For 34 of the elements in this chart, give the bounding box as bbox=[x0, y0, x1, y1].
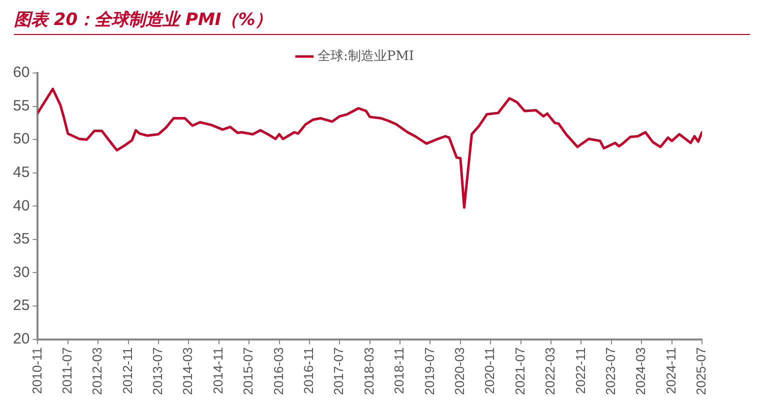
x-tick-label: 2018-03 bbox=[361, 347, 376, 396]
x-tick-label: 2024-03 bbox=[633, 347, 648, 396]
x-tick-label: 2017-07 bbox=[331, 347, 346, 396]
x-tick-label: 2025-07 bbox=[694, 347, 709, 396]
x-tick-label: 2018-11 bbox=[392, 347, 407, 394]
y-tick-label: 55 bbox=[12, 97, 30, 114]
x-tick-label: 2015-07 bbox=[240, 347, 256, 396]
y-tick-label: 35 bbox=[12, 230, 30, 248]
x-tick-label: 2019-07 bbox=[422, 347, 437, 396]
x-tick-label: 2021-07 bbox=[512, 347, 528, 396]
x-tick-label: 2011-07 bbox=[59, 347, 74, 394]
x-tick-label: 2013-07 bbox=[150, 347, 166, 396]
x-tick-label: 2014-03 bbox=[180, 347, 196, 396]
y-tick-label: 50 bbox=[12, 130, 30, 148]
x-tick-label: 2020-03 bbox=[452, 347, 468, 396]
x-tick-label: 2022-03 bbox=[542, 347, 558, 396]
y-tick-label: 30 bbox=[12, 264, 30, 281]
x-tick-label: 2023-07 bbox=[602, 347, 618, 396]
x-tick-label: 2024-11 bbox=[663, 347, 678, 394]
x-tick-label: 2016-11 bbox=[301, 347, 316, 394]
x-tick-label: 2014-11 bbox=[210, 347, 226, 394]
y-tick-label: 45 bbox=[12, 164, 30, 181]
y-tick-label: 25 bbox=[12, 297, 30, 314]
x-tick-label: 2016-03 bbox=[270, 347, 286, 396]
y-tick-label: 20 bbox=[12, 330, 30, 348]
x-tick-label: 2020-11 bbox=[482, 347, 498, 394]
x-tick-label: 2022-11 bbox=[572, 347, 588, 394]
x-tick-label: 2010-11 bbox=[29, 347, 44, 394]
chart-title: 图表 20：全球制造业 PMI（%） bbox=[14, 6, 750, 35]
x-tick-label: 2012-11 bbox=[120, 347, 135, 394]
legend-label: 全球:制造业PMI bbox=[317, 48, 414, 64]
y-tick-label: 40 bbox=[12, 197, 30, 214]
y-tick-label: 60 bbox=[12, 64, 30, 82]
x-tick-label: 2012-03 bbox=[90, 347, 105, 396]
